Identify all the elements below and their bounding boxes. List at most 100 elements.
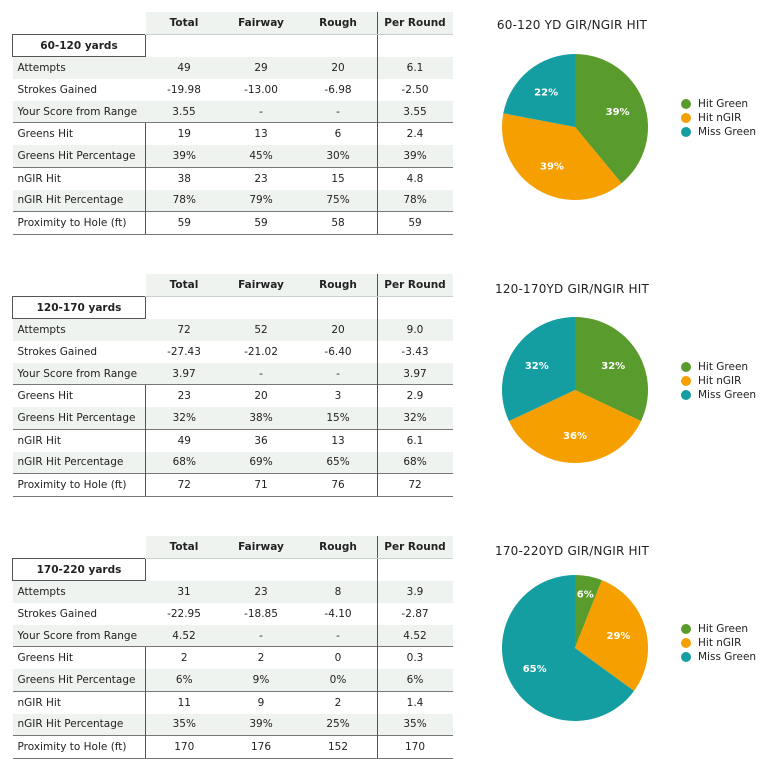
legend-item-miss-green: Miss Green	[681, 388, 756, 402]
legend-label: Miss Green	[698, 651, 757, 663]
slice-value-label: 39%	[540, 161, 564, 172]
legend-item-miss-green: Miss Green	[681, 650, 756, 664]
legend-swatch	[681, 362, 691, 372]
row-label: Greens Hit	[12, 384, 146, 408]
cell-fairway: 20	[222, 384, 300, 408]
cell-per-round: 6.1	[376, 428, 453, 452]
cell-total: 68%	[145, 451, 223, 474]
cell-per-round: 2.4	[376, 122, 453, 146]
cell-total: 2	[145, 646, 223, 670]
cell-rough: -	[299, 624, 377, 647]
col-header-fairway: Fairway	[222, 274, 300, 297]
col-header-total: Total	[145, 12, 223, 35]
cell-fairway: 13	[222, 122, 300, 146]
row-label: Greens Hit	[12, 122, 146, 146]
cell-rough: 30%	[299, 145, 377, 168]
col-header-per-round: Per Round	[376, 274, 453, 297]
pie-slice-hit-ngir	[508, 390, 642, 463]
cell-fairway: -	[222, 100, 300, 123]
cell-per-round: 0.3	[376, 646, 453, 670]
cell-total: 170	[145, 735, 223, 759]
slice-value-label: 32%	[601, 361, 625, 372]
legend-label: Hit nGIR	[698, 112, 742, 124]
legend-item-hit-ngir: Hit nGIR	[681, 636, 756, 650]
cell-fairway: 29	[222, 56, 300, 80]
pie-slice-hit-ngir	[575, 580, 648, 691]
table-row: Greens Hit Percentage 6% 9% 0% 6%	[12, 669, 453, 692]
row-label: Greens Hit	[12, 646, 146, 670]
table-row: Strokes Gained -27.43 -21.02 -6.40 -3.43	[13, 341, 453, 363]
cell-per-round: 32%	[376, 407, 453, 430]
slice-value-label: 6%	[577, 590, 594, 601]
legend-label: Hit Green	[698, 623, 749, 635]
pie-slice-miss-green	[502, 575, 635, 721]
legend-item-hit-ngir: Hit nGIR	[681, 374, 756, 388]
cell-rough: 6	[299, 122, 377, 146]
slice-value-label: 36%	[563, 431, 587, 442]
cell-fairway: 36	[222, 428, 300, 452]
row-label: Proximity to Hole (ft)	[12, 473, 146, 497]
cell-fairway: 176	[222, 735, 300, 759]
cell-per-round: 1.4	[376, 690, 453, 714]
cell-per-round: 3.9	[376, 580, 453, 604]
cell-total: 19	[145, 122, 223, 146]
legend-swatch	[681, 390, 691, 400]
table-row: Strokes Gained -19.98 -13.00 -6.98 -2.50	[13, 79, 453, 101]
cell-total: 49	[145, 428, 223, 452]
cell-total: 49	[145, 56, 223, 80]
row-label: nGIR Hit	[12, 690, 146, 714]
slice-value-label: 32%	[525, 361, 549, 372]
legend-swatch	[681, 113, 691, 123]
table-row: nGIR Hit 49 36 13 6.1	[12, 428, 453, 452]
legend-swatch	[681, 638, 691, 648]
cell-total: 72	[145, 318, 223, 342]
cell-per-round: 35%	[376, 713, 453, 736]
legend-label: Hit nGIR	[698, 375, 742, 387]
table-row: nGIR Hit Percentage 35% 39% 25% 35%	[12, 713, 453, 736]
row-label: Attempts	[12, 580, 146, 604]
cell-fairway: 9	[222, 690, 300, 714]
col-header-fairway: Fairway	[222, 536, 300, 559]
cell-per-round: 39%	[376, 145, 453, 168]
range-section-170-220: Total Fairway Rough Per Round 170-220 ya…	[0, 524, 776, 759]
table-row: Greens Hit Percentage 32% 38% 15% 32%	[12, 407, 453, 430]
row-label: Proximity to Hole (ft)	[12, 211, 146, 235]
pie-slice-hit-green	[575, 575, 602, 648]
table-row: nGIR Hit 11 9 2 1.4	[12, 690, 453, 714]
stats-table: Total Fairway Rough Per Round 120-170 ya…	[12, 274, 453, 497]
row-label: nGIR Hit Percentage	[12, 713, 146, 736]
cell-fairway: 2	[222, 646, 300, 670]
table-row: Greens Hit 19 13 6 2.4	[12, 122, 453, 146]
row-label: Greens Hit Percentage	[12, 145, 146, 168]
cell-total: 11	[145, 690, 223, 714]
cell-rough: -6.40	[324, 345, 352, 358]
cell-per-round: 4.52	[376, 624, 453, 647]
cell-total: 31	[145, 580, 223, 604]
cell-rough: 15	[299, 166, 377, 190]
cell-fairway: 9%	[222, 669, 300, 692]
cell-total: 3.55	[145, 100, 223, 123]
cell-total: 72	[145, 473, 223, 497]
slice-value-label: 39%	[606, 107, 630, 118]
col-header-rough: Rough	[299, 12, 377, 35]
cell-rough: 13	[299, 428, 377, 452]
col-header-per-round: Per Round	[376, 536, 453, 559]
header-row: Total Fairway Rough Per Round	[13, 536, 453, 559]
col-header-per-round: Per Round	[376, 12, 453, 35]
cell-fairway: 52	[222, 318, 300, 342]
row-label: Strokes Gained	[17, 345, 98, 358]
cell-per-round: -2.50	[376, 79, 453, 101]
cell-fairway: 45%	[222, 145, 300, 168]
table-row: Greens Hit 2 2 0 0.3	[12, 646, 453, 670]
row-label: Greens Hit Percentage	[12, 669, 146, 692]
cell-rough: 20	[299, 318, 377, 342]
cell-fairway: -21.02	[244, 345, 278, 358]
cell-per-round: 3.55	[376, 100, 453, 123]
cell-total: 23	[145, 384, 223, 408]
header-row: Total Fairway Rough Per Round	[13, 274, 453, 297]
cell-fairway: -18.85	[244, 607, 278, 620]
table-row: Attempts 49 29 20 6.1	[12, 56, 453, 80]
cell-total: -27.43	[167, 345, 201, 358]
row-label: Strokes Gained	[17, 83, 98, 96]
table-row: Your Score from Range 3.55 - - 3.55	[12, 100, 453, 123]
